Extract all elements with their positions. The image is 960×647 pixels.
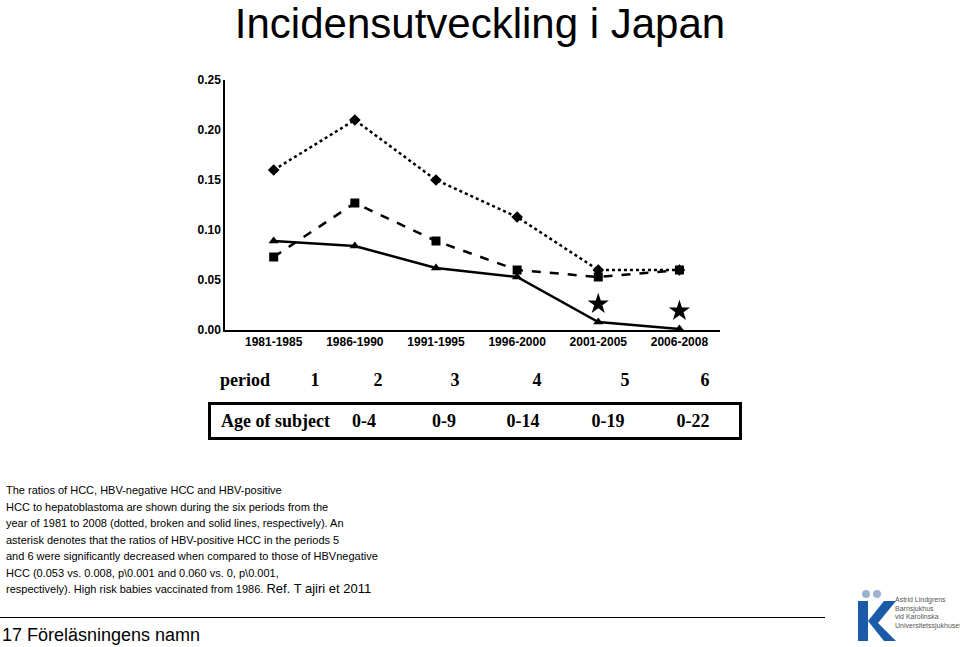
html-text:vid Karolinska: vid Karolinska (895, 613, 939, 620)
svg-text:0.20: 0.20 (197, 123, 221, 137)
html-text:respectively). High risk babie: respectively). High risk babies vaccinat… (6, 581, 372, 596)
html-text:The ratios of HCC, HBV-negativ: The ratios of HCC, HBV-negative HCC and … (6, 484, 282, 496)
svg-text:1996-2000: 1996-2000 (488, 335, 546, 349)
html-text:asterisk denotes that the rati: asterisk denotes that the ratios of HBV-… (6, 533, 340, 546)
svg-text:1991-1995: 1991-1995 (407, 335, 465, 349)
html-text:period: period (220, 370, 270, 390)
html-text:0-9: 0-9 (432, 411, 456, 431)
html-text:Astrid Lindgrens: Astrid Lindgrens (895, 596, 946, 603)
html-text:17 Föreläsningens namn: 17 Föreläsningens namn (2, 625, 201, 645)
html-text:0-22: 0-22 (676, 411, 710, 431)
html-text:HCC to hepatoblastoma are show: HCC to hepatoblastoma are shown during t… (6, 500, 329, 513)
svg-text:2006-2008: 2006-2008 (651, 335, 709, 349)
html-text:Age of subject: Age of subject (221, 411, 330, 431)
html-text:HCC (0.053 vs. 0.008, p\0.001: HCC (0.053 vs. 0.008, p\0.001 and 0.060 … (6, 566, 279, 579)
html-text:6: 6 (700, 370, 710, 390)
svg-text:1981-1985: 1981-1985 (245, 335, 303, 349)
html-text:4: 4 (532, 370, 542, 390)
svg-text:0.10: 0.10 (197, 223, 221, 237)
html-text:0-19: 0-19 (591, 411, 625, 431)
html-text:year of 1981 to 2008 (dotted,: year of 1981 to 2008 (dotted, broken and… (6, 517, 344, 529)
html-text:Barnsjukhus: Barnsjukhus (895, 604, 934, 612)
svg-text:0.25: 0.25 (197, 73, 221, 87)
html-text:Incidensutveckling i Japan: Incidensutveckling i Japan (234, 0, 726, 47)
html-text:1: 1 (310, 370, 320, 390)
html-text:0-14: 0-14 (506, 411, 540, 431)
svg-text:0.00: 0.00 (197, 323, 221, 337)
svg-text:2001-2005: 2001-2005 (570, 335, 628, 349)
svg-text:0.15: 0.15 (197, 173, 221, 187)
svg-text:0.05: 0.05 (197, 273, 221, 287)
html-text:0-4: 0-4 (352, 411, 376, 431)
html-text:and 6 were significantly decre: and 6 were significantly decreased when … (6, 550, 378, 562)
svg-text:1986-1990: 1986-1990 (326, 335, 384, 349)
html-text:3: 3 (450, 370, 460, 390)
html-text:2: 2 (373, 370, 383, 390)
html-text:5: 5 (620, 370, 630, 390)
